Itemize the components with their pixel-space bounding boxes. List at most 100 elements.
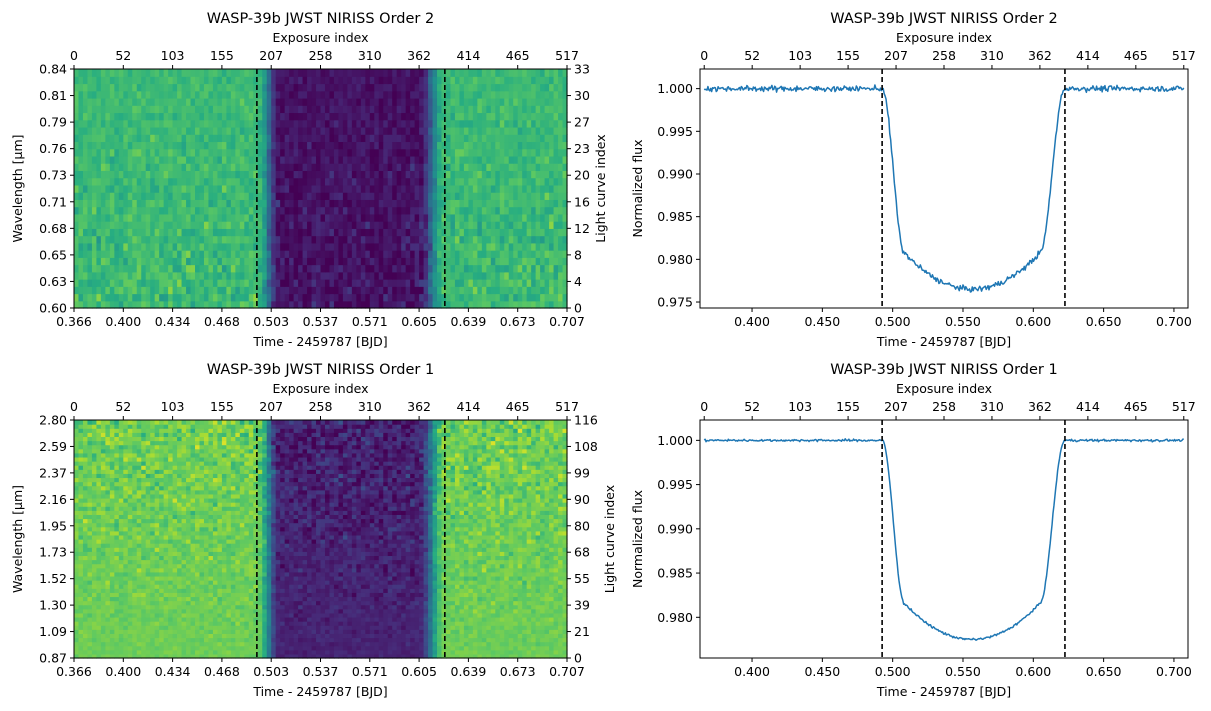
heatmap-cell bbox=[150, 242, 156, 251]
heatmap-cell bbox=[450, 300, 456, 309]
heatmap-cell bbox=[109, 105, 115, 114]
heatmap-cell bbox=[203, 76, 210, 85]
heatmap-cell bbox=[540, 177, 546, 186]
heatmap-cell bbox=[535, 199, 541, 208]
heatmap-cell bbox=[293, 235, 299, 244]
heatmap-cell bbox=[87, 112, 93, 121]
heatmap-cell bbox=[553, 653, 559, 659]
heatmap-cell bbox=[540, 257, 546, 266]
heatmap-cell bbox=[163, 228, 169, 237]
heatmap-cell bbox=[298, 192, 304, 200]
heatmap-cell bbox=[145, 105, 151, 114]
heatmap-cell bbox=[109, 242, 115, 251]
heatmap-cell bbox=[266, 177, 272, 186]
heatmap-cell bbox=[311, 134, 317, 143]
heatmap-cell bbox=[248, 163, 254, 171]
heatmap-cell bbox=[82, 105, 89, 114]
heatmap-cell bbox=[181, 653, 187, 659]
heatmap-cell bbox=[195, 279, 201, 287]
heatmap-cell bbox=[329, 641, 335, 647]
heatmap-cell bbox=[105, 264, 111, 273]
top-x-tick-label: 465 bbox=[1124, 48, 1148, 63]
heatmap-cell bbox=[244, 221, 250, 229]
x-tick-label: 0.366 bbox=[56, 314, 92, 329]
heatmap-cell bbox=[553, 649, 559, 655]
heatmap-cell bbox=[163, 649, 169, 655]
heatmap-cell bbox=[508, 228, 514, 237]
heatmap-cell bbox=[154, 279, 160, 287]
heatmap-cell bbox=[235, 76, 241, 85]
heatmap-cell bbox=[320, 69, 326, 77]
heatmap-cell bbox=[186, 90, 192, 99]
heatmap-cell bbox=[401, 616, 407, 622]
heatmap-cell bbox=[387, 633, 393, 639]
heatmap-cell bbox=[181, 235, 187, 244]
heatmap-cell bbox=[378, 633, 384, 639]
heatmap-cell bbox=[199, 155, 205, 164]
heatmap-cell bbox=[526, 184, 532, 193]
heatmap-cell bbox=[544, 221, 550, 229]
heatmap-cell bbox=[356, 228, 362, 237]
heatmap-cell bbox=[235, 199, 241, 208]
heatmap-cell bbox=[445, 199, 452, 208]
heatmap-cell bbox=[235, 97, 241, 106]
heatmap-cell bbox=[307, 134, 313, 143]
heatmap-cell bbox=[235, 141, 241, 150]
heatmap-cell bbox=[401, 76, 407, 85]
heatmap-cell bbox=[74, 221, 80, 229]
heatmap-cell bbox=[513, 83, 519, 92]
heatmap-cell bbox=[486, 641, 492, 647]
heatmap-cell bbox=[74, 119, 80, 128]
heatmap-cell bbox=[396, 90, 402, 99]
heatmap-cell bbox=[490, 633, 496, 639]
heatmap-cell bbox=[109, 134, 115, 143]
heatmap-cell bbox=[298, 616, 304, 622]
heatmap-cell bbox=[432, 126, 438, 135]
heatmap-cell bbox=[508, 184, 514, 193]
heatmap-cell bbox=[351, 653, 357, 659]
heatmap-cell bbox=[356, 155, 362, 164]
heatmap-cell bbox=[307, 148, 313, 157]
heatmap-cell bbox=[504, 621, 510, 626]
heatmap-cell bbox=[347, 257, 353, 266]
heatmap-cell bbox=[517, 141, 523, 150]
heatmap-cell bbox=[544, 616, 550, 622]
heatmap-cell bbox=[401, 621, 407, 626]
heatmap-cell bbox=[450, 105, 456, 114]
heatmap-cell bbox=[432, 192, 438, 200]
heatmap-cell bbox=[526, 126, 532, 135]
heatmap-cell bbox=[369, 119, 375, 128]
heatmap-cell bbox=[311, 221, 317, 229]
heatmap-cell bbox=[544, 235, 550, 244]
heatmap-cell bbox=[490, 621, 496, 626]
top-x-tick-label: 414 bbox=[456, 48, 480, 63]
heatmap-cell bbox=[127, 83, 133, 92]
heatmap-cell bbox=[360, 633, 366, 639]
heatmap-cell bbox=[195, 221, 201, 229]
heatmap-cell bbox=[383, 126, 389, 135]
heatmap-cell bbox=[280, 616, 286, 622]
heatmap-cell bbox=[186, 192, 192, 200]
heatmap-cell bbox=[369, 97, 375, 106]
heatmap-cell bbox=[333, 271, 340, 280]
heatmap-cell bbox=[459, 625, 465, 630]
heatmap-cell bbox=[320, 213, 326, 222]
heatmap-cell bbox=[338, 286, 344, 295]
heatmap-cell bbox=[374, 286, 380, 295]
heatmap-cell bbox=[257, 170, 263, 179]
heatmap-cell bbox=[82, 69, 89, 77]
y-tick-label: 0.71 bbox=[39, 194, 67, 209]
heatmap-cell bbox=[387, 637, 393, 643]
heatmap-cell bbox=[351, 213, 357, 222]
heatmap-cell bbox=[535, 69, 541, 77]
heatmap-cell bbox=[454, 616, 461, 622]
heatmap-cell bbox=[302, 90, 308, 99]
heatmap-cell bbox=[459, 616, 465, 622]
heatmap-cell bbox=[342, 170, 348, 179]
heatmap-cell bbox=[463, 653, 469, 659]
heatmap-cell bbox=[244, 83, 250, 92]
heatmap-cell bbox=[504, 69, 510, 77]
heatmap-cell bbox=[531, 625, 537, 630]
heatmap-cell bbox=[468, 76, 474, 85]
heatmap-cell bbox=[266, 641, 272, 647]
